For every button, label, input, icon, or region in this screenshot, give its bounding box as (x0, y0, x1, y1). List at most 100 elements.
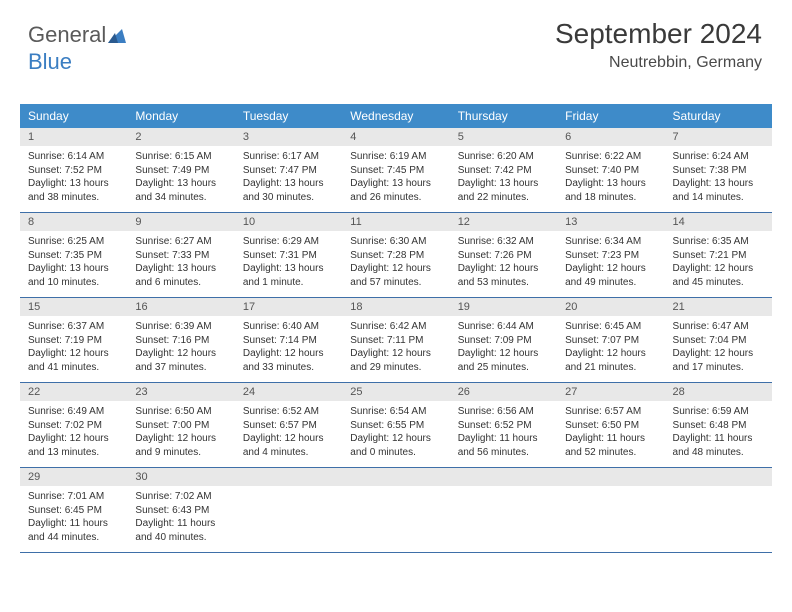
daylight-text: Daylight: 13 hours (135, 177, 226, 191)
sunrise-text: Sunrise: 6:15 AM (135, 150, 226, 164)
sunrise-text: Sunrise: 6:22 AM (565, 150, 656, 164)
weekday-header-row: SundayMondayTuesdayWednesdayThursdayFrid… (20, 104, 772, 128)
daylight-text: Daylight: 11 hours (673, 432, 764, 446)
day-cell: 5Sunrise: 6:20 AMSunset: 7:42 PMDaylight… (450, 128, 557, 212)
daylight-text: Daylight: 12 hours (350, 262, 441, 276)
daylight-text: and 9 minutes. (135, 446, 226, 460)
daylight-text: and 13 minutes. (28, 446, 119, 460)
sunset-text: Sunset: 7:21 PM (673, 249, 764, 263)
daylight-text: Daylight: 13 hours (135, 262, 226, 276)
weekday-header: Sunday (20, 104, 127, 128)
day-body: Sunrise: 6:39 AMSunset: 7:16 PMDaylight:… (127, 316, 234, 380)
sunset-text: Sunset: 7:42 PM (458, 164, 549, 178)
day-cell: 8Sunrise: 6:25 AMSunset: 7:35 PMDaylight… (20, 213, 127, 297)
daylight-text: Daylight: 12 hours (458, 347, 549, 361)
day-cell: 12Sunrise: 6:32 AMSunset: 7:26 PMDayligh… (450, 213, 557, 297)
daylight-text: and 18 minutes. (565, 191, 656, 205)
daylight-text: and 38 minutes. (28, 191, 119, 205)
daylight-text: and 57 minutes. (350, 276, 441, 290)
daylight-text: Daylight: 12 hours (565, 262, 656, 276)
day-body: Sunrise: 6:37 AMSunset: 7:19 PMDaylight:… (20, 316, 127, 380)
day-body: Sunrise: 6:50 AMSunset: 7:00 PMDaylight:… (127, 401, 234, 465)
sunset-text: Sunset: 7:31 PM (243, 249, 334, 263)
day-number: 22 (20, 383, 127, 401)
daylight-text: Daylight: 13 hours (243, 177, 334, 191)
daylight-text: Daylight: 12 hours (28, 347, 119, 361)
sunset-text: Sunset: 7:09 PM (458, 334, 549, 348)
day-number: 11 (342, 213, 449, 231)
sunrise-text: Sunrise: 6:17 AM (243, 150, 334, 164)
daylight-text: Daylight: 13 hours (350, 177, 441, 191)
daylight-text: and 53 minutes. (458, 276, 549, 290)
day-body (450, 486, 557, 536)
sunrise-text: Sunrise: 6:25 AM (28, 235, 119, 249)
sunset-text: Sunset: 7:40 PM (565, 164, 656, 178)
day-number (235, 468, 342, 486)
sunset-text: Sunset: 7:52 PM (28, 164, 119, 178)
sunrise-text: Sunrise: 6:20 AM (458, 150, 549, 164)
calendar: SundayMondayTuesdayWednesdayThursdayFrid… (20, 104, 772, 553)
sunrise-text: Sunrise: 6:30 AM (350, 235, 441, 249)
day-cell: 21Sunrise: 6:47 AMSunset: 7:04 PMDayligh… (665, 298, 772, 382)
sunrise-text: Sunrise: 6:50 AM (135, 405, 226, 419)
daylight-text: Daylight: 12 hours (243, 347, 334, 361)
daylight-text: Daylight: 12 hours (243, 432, 334, 446)
daylight-text: and 1 minute. (243, 276, 334, 290)
week-row: 29Sunrise: 7:01 AMSunset: 6:45 PMDayligh… (20, 468, 772, 553)
day-body: Sunrise: 6:54 AMSunset: 6:55 PMDaylight:… (342, 401, 449, 465)
daylight-text: and 40 minutes. (135, 531, 226, 545)
day-number: 28 (665, 383, 772, 401)
day-number: 14 (665, 213, 772, 231)
day-cell: 15Sunrise: 6:37 AMSunset: 7:19 PMDayligh… (20, 298, 127, 382)
day-number: 4 (342, 128, 449, 146)
sunrise-text: Sunrise: 6:19 AM (350, 150, 441, 164)
day-number (557, 468, 664, 486)
day-body (342, 486, 449, 536)
logo: General Blue (28, 22, 126, 75)
day-number (665, 468, 772, 486)
day-number: 20 (557, 298, 664, 316)
daylight-text: and 4 minutes. (243, 446, 334, 460)
sunrise-text: Sunrise: 6:39 AM (135, 320, 226, 334)
daylight-text: and 0 minutes. (350, 446, 441, 460)
daylight-text: and 37 minutes. (135, 361, 226, 375)
day-body (665, 486, 772, 536)
sunrise-text: Sunrise: 6:47 AM (673, 320, 764, 334)
sunset-text: Sunset: 7:28 PM (350, 249, 441, 263)
day-body (557, 486, 664, 536)
day-body: Sunrise: 6:15 AMSunset: 7:49 PMDaylight:… (127, 146, 234, 210)
day-cell: 1Sunrise: 6:14 AMSunset: 7:52 PMDaylight… (20, 128, 127, 212)
sunset-text: Sunset: 7:00 PM (135, 419, 226, 433)
day-body: Sunrise: 6:40 AMSunset: 7:14 PMDaylight:… (235, 316, 342, 380)
daylight-text: Daylight: 12 hours (135, 432, 226, 446)
sunrise-text: Sunrise: 6:42 AM (350, 320, 441, 334)
daylight-text: Daylight: 11 hours (135, 517, 226, 531)
day-number: 17 (235, 298, 342, 316)
day-body: Sunrise: 6:24 AMSunset: 7:38 PMDaylight:… (665, 146, 772, 210)
day-number: 7 (665, 128, 772, 146)
sunrise-text: Sunrise: 6:29 AM (243, 235, 334, 249)
sunset-text: Sunset: 7:49 PM (135, 164, 226, 178)
daylight-text: and 45 minutes. (673, 276, 764, 290)
day-number: 15 (20, 298, 127, 316)
month-title: September 2024 (555, 18, 762, 50)
daylight-text: Daylight: 11 hours (28, 517, 119, 531)
day-cell: 23Sunrise: 6:50 AMSunset: 7:00 PMDayligh… (127, 383, 234, 467)
day-body: Sunrise: 6:49 AMSunset: 7:02 PMDaylight:… (20, 401, 127, 465)
daylight-text: and 26 minutes. (350, 191, 441, 205)
day-body: Sunrise: 6:57 AMSunset: 6:50 PMDaylight:… (557, 401, 664, 465)
day-cell: 24Sunrise: 6:52 AMSunset: 6:57 PMDayligh… (235, 383, 342, 467)
sunrise-text: Sunrise: 6:40 AM (243, 320, 334, 334)
weekday-header: Thursday (450, 104, 557, 128)
day-body: Sunrise: 6:20 AMSunset: 7:42 PMDaylight:… (450, 146, 557, 210)
daylight-text: Daylight: 12 hours (673, 347, 764, 361)
day-body: Sunrise: 6:29 AMSunset: 7:31 PMDaylight:… (235, 231, 342, 295)
daylight-text: and 14 minutes. (673, 191, 764, 205)
sunrise-text: Sunrise: 6:34 AM (565, 235, 656, 249)
sunrise-text: Sunrise: 6:57 AM (565, 405, 656, 419)
sunrise-text: Sunrise: 7:01 AM (28, 490, 119, 504)
week-row: 22Sunrise: 6:49 AMSunset: 7:02 PMDayligh… (20, 383, 772, 468)
sunset-text: Sunset: 6:48 PM (673, 419, 764, 433)
day-cell: 3Sunrise: 6:17 AMSunset: 7:47 PMDaylight… (235, 128, 342, 212)
logo-text-2: Blue (28, 49, 72, 74)
